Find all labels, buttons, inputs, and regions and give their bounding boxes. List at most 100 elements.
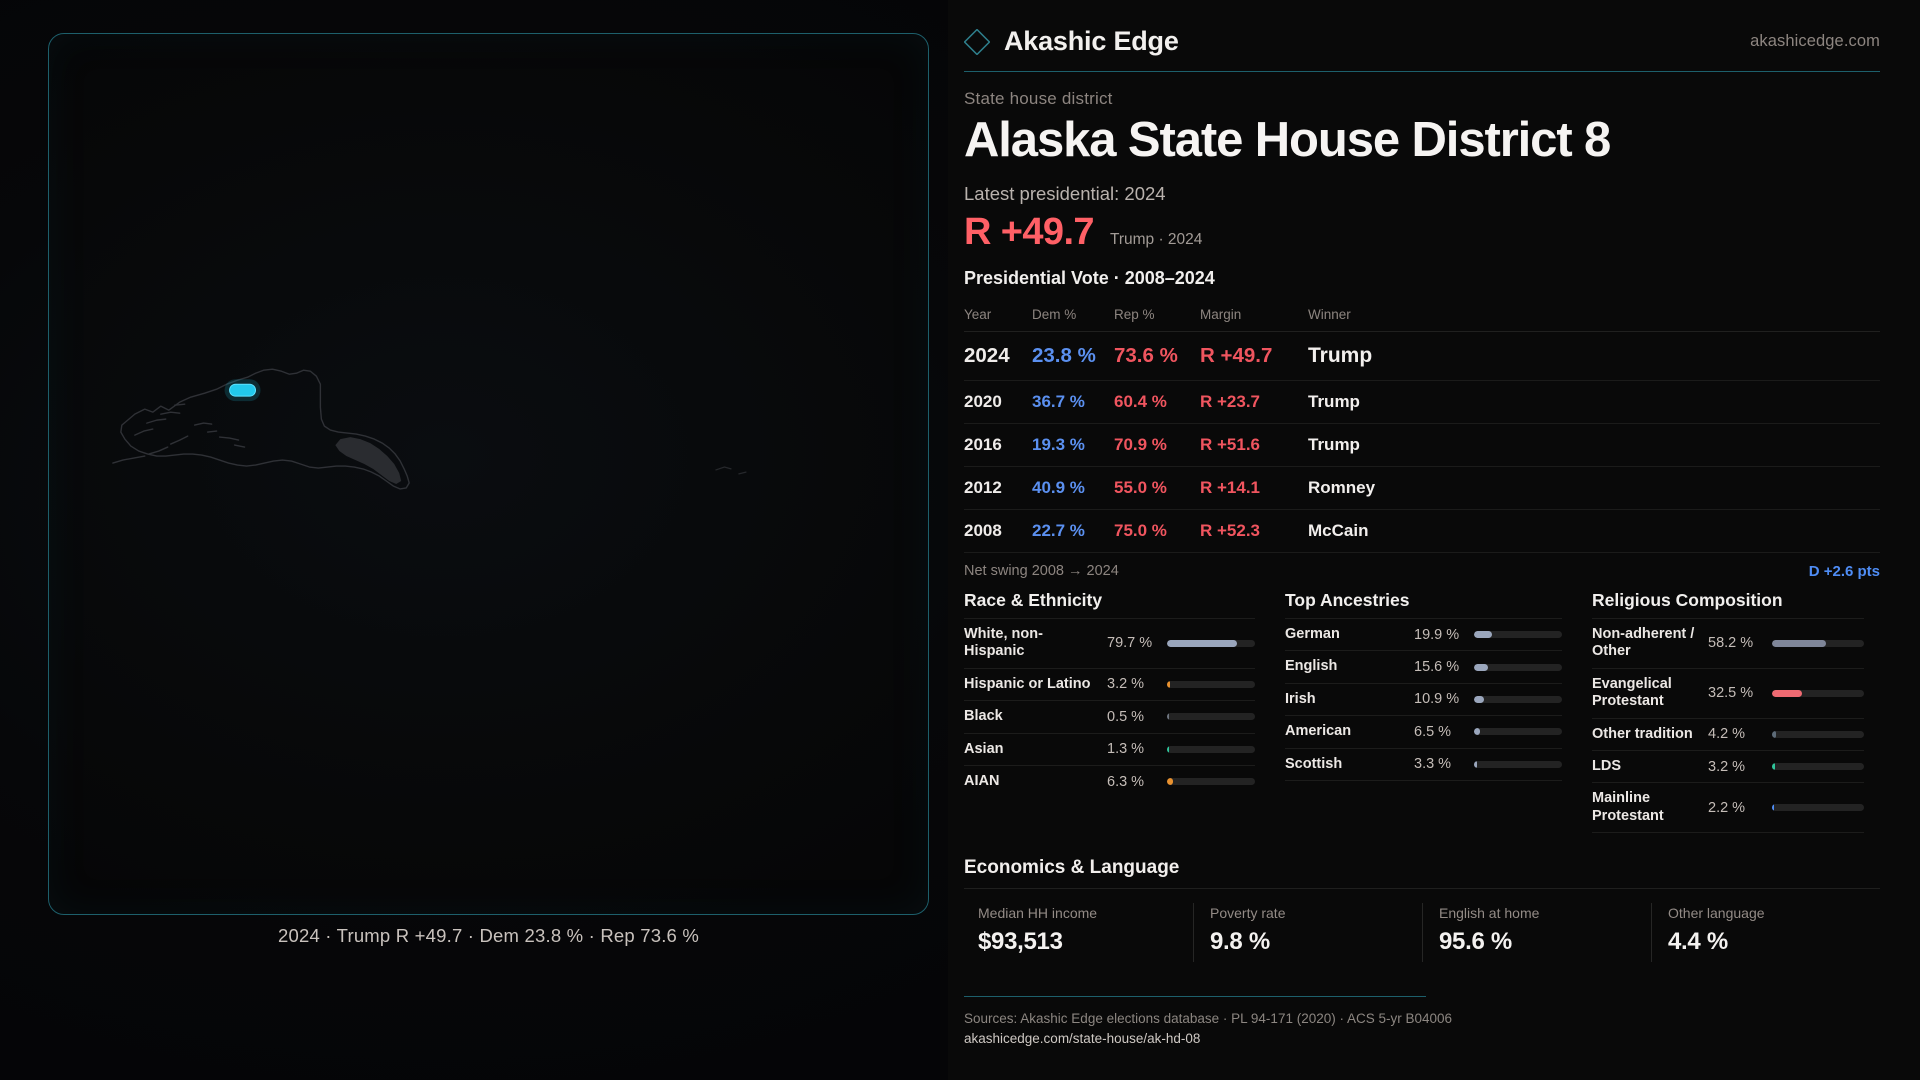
- list-item[interactable]: Hispanic or Latino 3.2 %: [964, 667, 1255, 700]
- ancestry-value: 19.9 %: [1414, 626, 1460, 643]
- cell-margin: R +51.6: [1200, 423, 1308, 467]
- cell-rep: 60.4 %: [1114, 380, 1200, 424]
- list-item[interactable]: Scottish 3.3 %: [1285, 747, 1562, 780]
- table-row[interactable]: 2020 36.7 % 60.4 % R +23.7 Trump: [964, 380, 1880, 424]
- cell-margin: R +14.1: [1200, 466, 1308, 510]
- list-item[interactable]: AIAN 6.3 %: [964, 764, 1255, 797]
- table-row[interactable]: 2008 22.7 % 75.0 % R +52.3 McCain: [964, 509, 1880, 553]
- headline-margin: R +49.7 Trump · 2024: [964, 211, 1872, 254]
- footer-divider: [964, 996, 1426, 997]
- map-frame[interactable]: [48, 33, 929, 915]
- religion-bar: [1772, 730, 1864, 738]
- cell-winner: Trump: [1308, 380, 1880, 424]
- presidential-vote-table: Year Dem % Rep % Margin Winner 2024 23.8…: [964, 298, 1880, 553]
- top-ancestries-title: Top Ancestries: [1285, 589, 1410, 610]
- brand-left: Akashic Edge: [963, 26, 1179, 57]
- ancestry-label: English: [1285, 658, 1338, 675]
- economics-language-title: Economics & Language: [964, 857, 1180, 879]
- race-label: AIAN: [964, 772, 1000, 789]
- data-panel: Akashic Edge akashicedge.com State house…: [948, 0, 1920, 1080]
- cell-dem: 40.9 %: [1032, 466, 1114, 510]
- stat-card[interactable]: Median HH income $93,513: [964, 903, 1193, 962]
- cell-rep: 75.0 %: [1114, 509, 1200, 553]
- race-value: 1.3 %: [1107, 741, 1145, 758]
- religion-value: 58.2 %: [1708, 635, 1754, 652]
- headline-margin-value: R +49.7: [964, 210, 1095, 253]
- race-bar: [1167, 680, 1255, 688]
- col-rep: Rep %: [1114, 298, 1200, 332]
- table-row[interactable]: 2012 40.9 % 55.0 % R +14.1 Romney: [964, 466, 1880, 510]
- page-title: Alaska State House District 8: [964, 113, 1611, 167]
- cell-winner: Romney: [1308, 466, 1880, 510]
- highlighted-district[interactable]: [224, 379, 261, 402]
- list-item[interactable]: Other tradition 4.2 %: [1592, 717, 1864, 750]
- race-label: White, non-Hispanic: [964, 625, 1043, 660]
- cell-year: 2016: [964, 423, 1032, 467]
- latest-presidential-label: Latest presidential: 2024: [964, 182, 1166, 204]
- ancestry-label: Irish: [1285, 690, 1316, 707]
- list-item[interactable]: Irish 10.9 %: [1285, 682, 1562, 715]
- race-bar: [1167, 713, 1255, 721]
- list-item[interactable]: English 15.6 %: [1285, 650, 1562, 682]
- cell-rep: 73.6 %: [1114, 331, 1200, 381]
- list-item[interactable]: American 6.5 %: [1285, 715, 1562, 747]
- cell-year: 2020: [964, 380, 1032, 424]
- stat-value: 95.6 %: [1439, 928, 1512, 956]
- race-ethnicity-column: Race & Ethnicity White, non-Hispanic 79.…: [964, 590, 1271, 833]
- list-item[interactable]: Evangelical Protestant 32.5 %: [1592, 667, 1864, 718]
- net-swing-value: D +2.6 pts: [1808, 562, 1880, 580]
- ancestry-bar: [1474, 760, 1562, 768]
- stat-card[interactable]: Other language 4.4 %: [1651, 903, 1880, 963]
- map-panel: 2024 · Trump R +49.7 · Dem 23.8 % · Rep …: [0, 0, 948, 1080]
- table-row[interactable]: 2024 23.8 % 73.6 % R +49.7 Trump: [964, 331, 1880, 381]
- list-item[interactable]: Mainline Protestant 2.2 %: [1592, 782, 1864, 832]
- table-header-row: Year Dem % Rep % Margin Winner: [964, 298, 1880, 332]
- presidential-vote-body: 2024 23.8 % 73.6 % R +49.7 Trump 2020 36…: [964, 331, 1880, 553]
- religion-value: 4.2 %: [1708, 726, 1746, 743]
- religion-bar: [1772, 763, 1864, 771]
- cell-dem: 19.3 %: [1032, 423, 1114, 467]
- demographics-grid: Race & Ethnicity White, non-Hispanic 79.…: [964, 589, 1880, 834]
- religion-label: Other tradition: [1592, 725, 1693, 742]
- cell-margin: R +23.7: [1200, 380, 1308, 424]
- stat-value: $93,513: [978, 928, 1063, 956]
- list-item[interactable]: LDS 3.2 %: [1592, 749, 1864, 782]
- ancestry-value: 15.6 %: [1414, 659, 1460, 676]
- cell-dem: 36.7 %: [1032, 380, 1114, 424]
- race-value: 79.7 %: [1107, 635, 1153, 652]
- religion-value: 32.5 %: [1708, 685, 1754, 702]
- brand-name: Akashic Edge: [1004, 26, 1179, 56]
- list-item[interactable]: White, non-Hispanic 79.7 %: [964, 617, 1255, 668]
- religion-list-end-rule: [1592, 832, 1864, 834]
- list-item[interactable]: Non-adherent / Other 58.2 %: [1592, 617, 1864, 668]
- net-swing-row: Net swing 2008 → 2024 D +2.6 pts: [964, 553, 1880, 580]
- alaska-map-svg[interactable]: [49, 34, 928, 914]
- footer-sources: Sources: Akashic Edge elections database…: [964, 996, 1880, 1050]
- alaska-outline: [112, 368, 410, 490]
- sources-url[interactable]: akashicedge.com/state-house/ak-hd-08: [964, 1031, 1201, 1047]
- cell-winner: McCain: [1308, 509, 1880, 553]
- religion-label: Non-adherent / Other: [1592, 625, 1695, 660]
- economics-grid: Median HH income $93,513 Poverty rate 9.…: [964, 888, 1880, 963]
- stat-card[interactable]: English at home 95.6 %: [1422, 903, 1651, 963]
- religion-bar: [1772, 804, 1864, 812]
- col-margin: Margin: [1200, 298, 1308, 332]
- race-label: Asian: [964, 740, 1004, 757]
- list-item[interactable]: Asian 1.3 %: [964, 732, 1255, 765]
- religion-bar: [1772, 689, 1864, 697]
- col-winner: Winner: [1308, 298, 1880, 332]
- stat-card[interactable]: Poverty rate 9.8 %: [1193, 903, 1422, 963]
- list-item[interactable]: German 19.9 %: [1285, 617, 1562, 650]
- stat-label: Median HH income: [978, 905, 1098, 922]
- religion-bar: [1772, 639, 1864, 647]
- cell-dem: 22.7 %: [1032, 509, 1114, 553]
- net-swing-label: Net swing 2008 → 2024: [964, 563, 1119, 580]
- race-label: Black: [964, 708, 1003, 725]
- table-row[interactable]: 2016 19.3 % 70.9 % R +51.6 Trump: [964, 423, 1880, 467]
- list-item[interactable]: Black 0.5 %: [964, 700, 1255, 732]
- cell-rep: 55.0 %: [1114, 466, 1200, 510]
- ancestry-value: 10.9 %: [1414, 691, 1460, 708]
- race-value: 3.2 %: [1107, 676, 1145, 693]
- cell-winner: Trump: [1308, 423, 1880, 467]
